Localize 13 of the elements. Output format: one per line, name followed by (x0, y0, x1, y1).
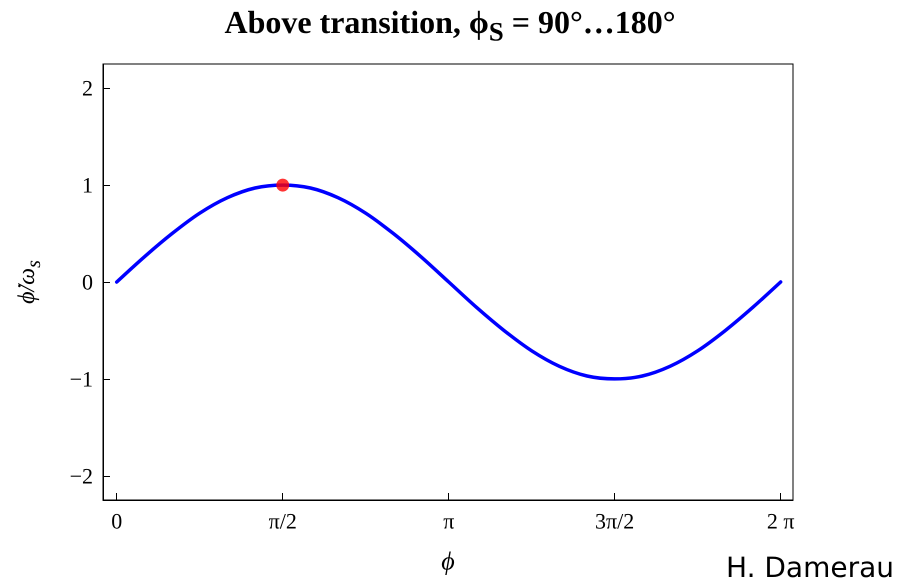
y-tick-label: −1 (70, 366, 93, 392)
y-tick-label: 1 (82, 172, 93, 198)
x-tick-label: 3π/2 (595, 508, 634, 534)
x-tick-label: π/2 (268, 508, 297, 534)
x-axis-title: ϕ (441, 546, 455, 576)
y-tick-label: −2 (70, 463, 93, 488)
x-tick-label: π (443, 508, 454, 534)
chart-title: Above transition, ϕ$_{S}$ = 90°…180° (223, 4, 677, 48)
text: H. Damerau (726, 551, 894, 584)
x-tick-label: 0 (111, 508, 122, 534)
y-tick-label: 2 (82, 76, 93, 101)
x-tick-label: 2 π (766, 508, 794, 534)
y-tick-label: 0 (82, 270, 93, 294)
